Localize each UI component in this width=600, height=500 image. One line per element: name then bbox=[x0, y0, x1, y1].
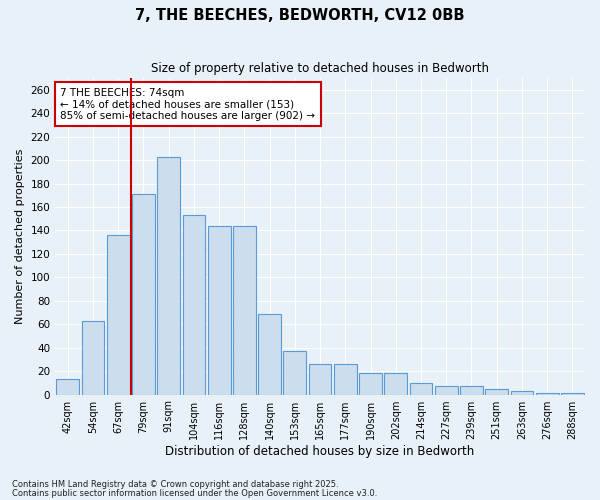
Bar bbox=[410, 383, 433, 394]
Text: Contains public sector information licensed under the Open Government Licence v3: Contains public sector information licen… bbox=[12, 489, 377, 498]
Text: 7 THE BEECHES: 74sqm
← 14% of detached houses are smaller (153)
85% of semi-deta: 7 THE BEECHES: 74sqm ← 14% of detached h… bbox=[61, 88, 316, 121]
Bar bbox=[309, 364, 331, 394]
Bar bbox=[385, 374, 407, 394]
Title: Size of property relative to detached houses in Bedworth: Size of property relative to detached ho… bbox=[151, 62, 489, 76]
Bar bbox=[334, 364, 356, 394]
Bar bbox=[233, 226, 256, 394]
X-axis label: Distribution of detached houses by size in Bedworth: Distribution of detached houses by size … bbox=[166, 444, 475, 458]
Y-axis label: Number of detached properties: Number of detached properties bbox=[15, 148, 25, 324]
Bar bbox=[460, 386, 483, 394]
Text: Contains HM Land Registry data © Crown copyright and database right 2025.: Contains HM Land Registry data © Crown c… bbox=[12, 480, 338, 489]
Bar bbox=[182, 215, 205, 394]
Bar bbox=[82, 320, 104, 394]
Bar bbox=[208, 226, 230, 394]
Bar bbox=[56, 380, 79, 394]
Bar bbox=[157, 156, 180, 394]
Bar bbox=[258, 314, 281, 394]
Text: 7, THE BEECHES, BEDWORTH, CV12 0BB: 7, THE BEECHES, BEDWORTH, CV12 0BB bbox=[135, 8, 465, 22]
Bar bbox=[485, 388, 508, 394]
Bar bbox=[107, 235, 130, 394]
Bar bbox=[132, 194, 155, 394]
Bar bbox=[511, 391, 533, 394]
Bar bbox=[283, 351, 306, 395]
Bar bbox=[359, 374, 382, 394]
Bar bbox=[435, 386, 458, 394]
